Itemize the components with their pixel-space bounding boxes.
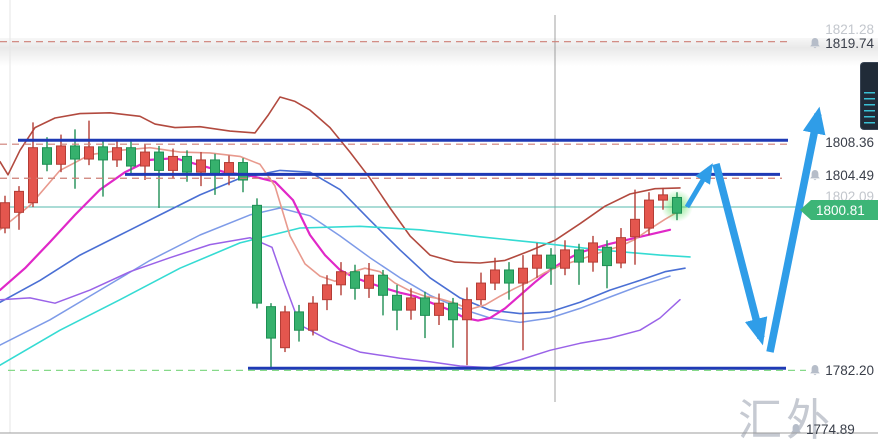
candle-up: [616, 228, 626, 269]
alert-bell-icon[interactable]: [809, 364, 821, 377]
candle-up: [308, 296, 318, 336]
candle-up: [364, 262, 374, 298]
mini-map-bars: [864, 92, 875, 124]
alert-bell-icon[interactable]: [809, 37, 821, 50]
price-label: 1782.20: [809, 363, 874, 378]
price-label: 1819.74: [809, 36, 874, 51]
candle-down: [252, 198, 262, 309]
candles-group: [0, 120, 682, 368]
ma-salmon: [0, 146, 681, 311]
candle-up: [14, 186, 24, 230]
mini-map-widget[interactable]: [860, 62, 878, 130]
price-label: 1802.09: [825, 189, 874, 204]
candle-up: [280, 305, 290, 353]
candle-up: [406, 288, 416, 320]
candle-down: [602, 240, 612, 289]
candle-up: [434, 293, 444, 325]
candle-up: [0, 195, 10, 234]
candle-up: [462, 287, 472, 366]
candle-down: [420, 291, 430, 339]
candle-up: [476, 272, 486, 305]
candle-down: [546, 248, 556, 285]
ma-cyan: [0, 225, 691, 367]
trend-arrow[interactable]: [766, 106, 826, 353]
candle-up: [658, 187, 668, 210]
candle-up: [490, 257, 500, 291]
candle-down: [574, 243, 584, 285]
upper-zone-shading: [0, 38, 878, 66]
candle-up: [336, 262, 346, 296]
level-lines-group: [0, 41, 806, 372]
candle-down: [126, 141, 136, 174]
ma-cornflower: [0, 207, 671, 346]
candle-up: [644, 192, 654, 236]
price-label: 1808.36: [825, 135, 874, 150]
price-label-text: 1819.74: [825, 36, 874, 51]
candle-down: [70, 129, 80, 189]
candle-down: [294, 304, 304, 342]
upper-band-brown: [0, 96, 681, 264]
alert-bell-icon[interactable]: [809, 169, 821, 182]
ma-magenta: [0, 157, 672, 322]
candle-up: [532, 242, 542, 278]
candle-down: [182, 150, 192, 182]
price-label-text: 1802.09: [825, 189, 874, 204]
candle-down: [98, 140, 108, 197]
candle-up: [588, 235, 598, 272]
price-label: 1821.28: [825, 22, 874, 37]
candle-up: [112, 138, 122, 167]
trend-arrow[interactable]: [712, 163, 768, 346]
price-label-text: 1821.28: [825, 22, 874, 37]
candle-up: [560, 240, 570, 276]
price-label-text: 1774.89: [806, 422, 855, 437]
candle-down: [392, 284, 402, 331]
candle-down: [266, 303, 276, 368]
lower-band-purple: [0, 236, 681, 369]
candle-up: [84, 120, 94, 166]
trend-arrow[interactable]: [684, 163, 713, 209]
alert-bell-icon[interactable]: [790, 423, 802, 436]
price-label-text: 1804.49: [825, 168, 874, 183]
price-label: 1804.49: [809, 168, 874, 183]
trend-arrows[interactable]: [684, 106, 826, 353]
candle-up: [28, 122, 38, 208]
candle-up: [630, 189, 640, 265]
ma-lines-group: [0, 96, 691, 369]
candle-down: [448, 297, 458, 348]
ma-royalblue: [0, 169, 686, 315]
candle-down: [672, 192, 682, 221]
candle-up: [196, 152, 206, 187]
candle-up: [518, 255, 528, 351]
price-label-text: 1808.36: [825, 135, 874, 150]
candle-down: [504, 262, 514, 300]
candle-up: [322, 275, 332, 311]
candle-down: [350, 264, 360, 300]
price-label-text: 1782.20: [825, 363, 874, 378]
price-label: 1774.89: [790, 422, 855, 437]
candle-down: [154, 145, 164, 208]
candle-down: [378, 269, 388, 316]
candle-down: [42, 137, 52, 172]
